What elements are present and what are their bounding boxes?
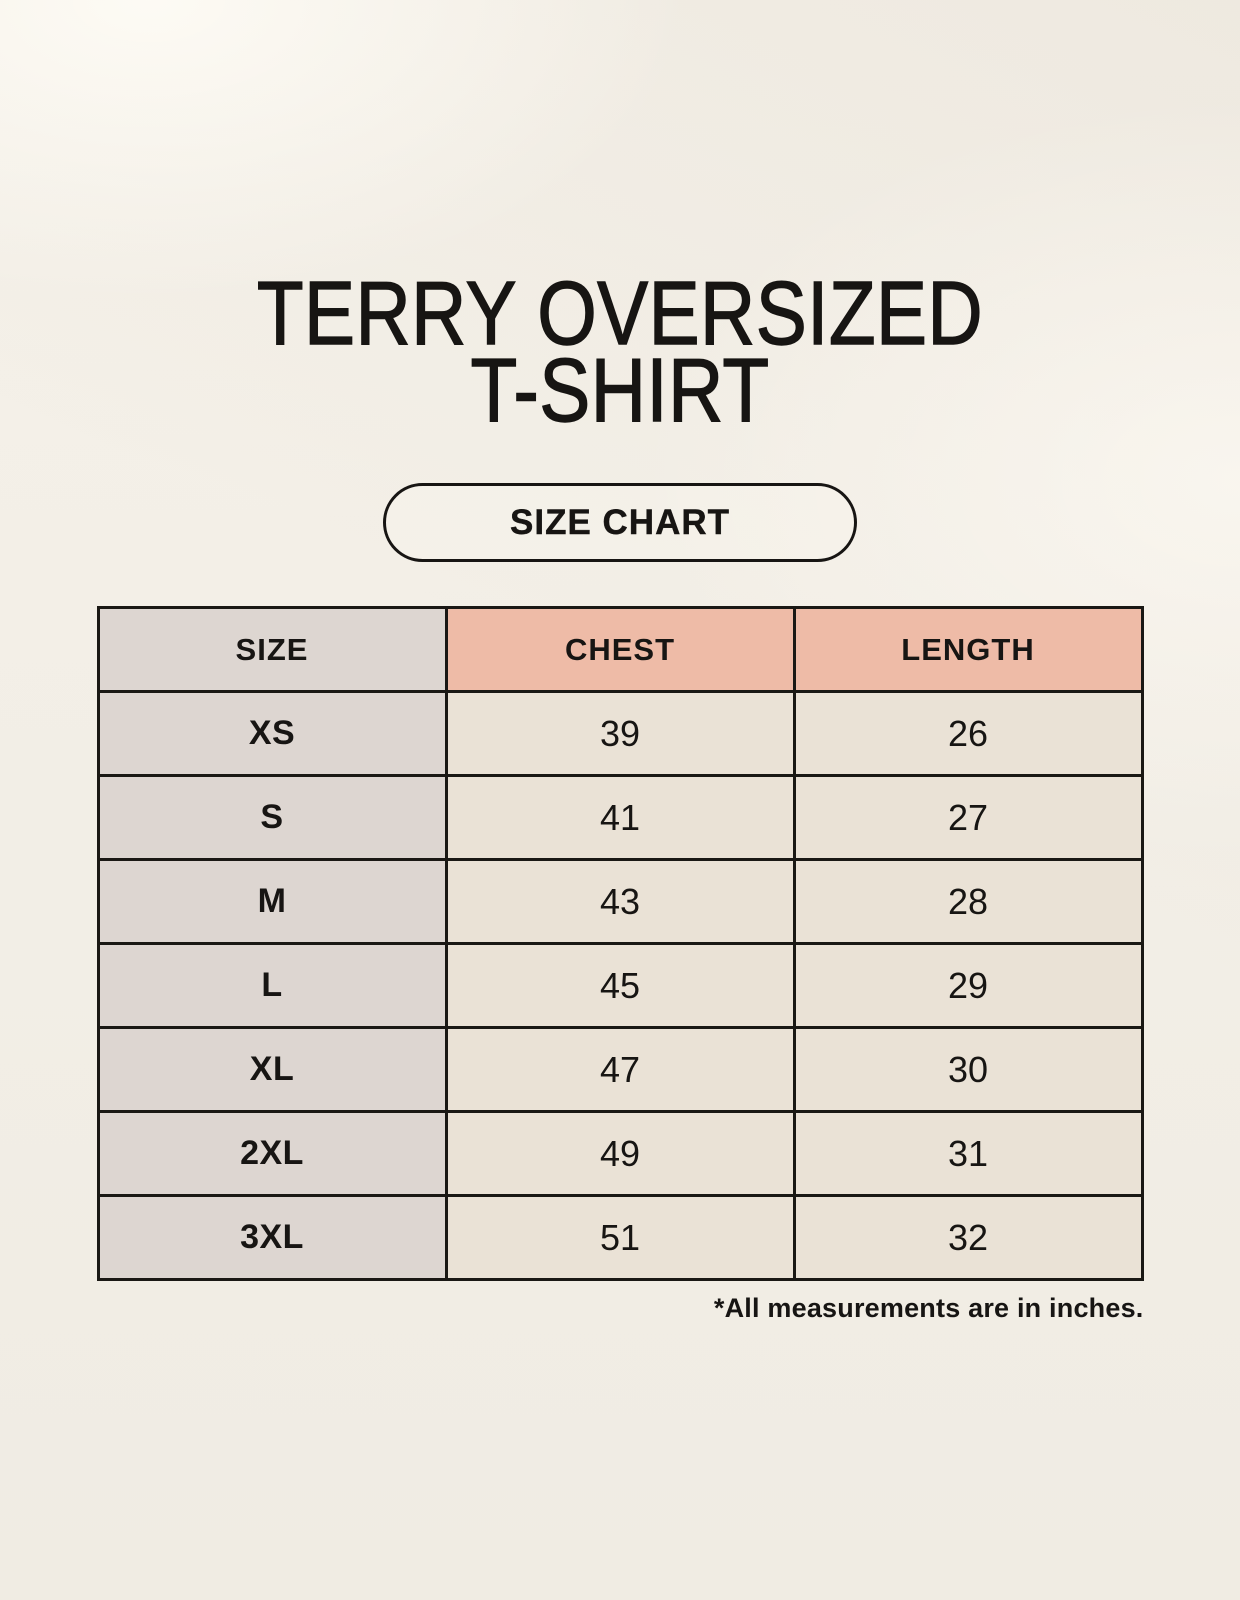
size-label-cell: M <box>96 858 448 945</box>
size-label-cell: XS <box>96 690 448 777</box>
size-label-cell: L <box>96 942 448 1029</box>
size-chart-table: SIZE CHEST LENGTH XS 39 26 S 41 27 M 43 28 L 45 29 XL 4… <box>96 606 1144 1281</box>
table-row: M 43 28 <box>96 858 1144 945</box>
length-value-cell: 28 <box>792 858 1144 945</box>
chest-value-cell: 51 <box>444 1194 796 1281</box>
page-title: TERRY OVERSIZED T-SHIRT <box>0 0 1240 441</box>
table-row: L 45 29 <box>96 942 1144 1029</box>
length-value-cell: 29 <box>792 942 1144 1029</box>
size-chart-page: TERRY OVERSIZED T-SHIRT SIZE CHART SIZE C… <box>0 0 1240 1324</box>
table-row: 2XL 49 31 <box>96 1110 1144 1197</box>
table-row: 3XL 51 32 <box>96 1194 1144 1281</box>
chest-value-cell: 47 <box>444 1026 796 1113</box>
length-value-cell: 26 <box>792 690 1144 777</box>
length-value-cell: 27 <box>792 774 1144 861</box>
table-body: XS 39 26 S 41 27 M 43 28 L 45 29 XL 47 30 2XL 49 31 3XL 51 3… <box>96 690 1144 1281</box>
column-header-size: SIZE <box>96 606 448 693</box>
chest-value-cell: 43 <box>444 858 796 945</box>
column-header-chest: CHEST <box>444 606 796 693</box>
length-value-cell: 31 <box>792 1110 1144 1197</box>
size-label-cell: 3XL <box>96 1194 448 1281</box>
chest-value-cell: 45 <box>444 942 796 1029</box>
size-chart-button[interactable]: SIZE CHART <box>383 483 857 562</box>
page-title-line-2: T-SHIRT <box>470 340 770 441</box>
table-row: S 41 27 <box>96 774 1144 861</box>
table-header: SIZE CHEST LENGTH <box>96 606 1144 693</box>
size-label-cell: S <box>96 774 448 861</box>
page-title-line-1: TERRY OVERSIZED <box>256 264 984 364</box>
size-label-cell: XL <box>96 1026 448 1113</box>
table-row: XS 39 26 <box>96 690 1144 777</box>
note-container: *All measurements are in inches. <box>97 1293 1144 1324</box>
size-label-cell: 2XL <box>96 1110 448 1197</box>
size-chart-button-label: SIZE CHART <box>510 502 730 542</box>
length-value-cell: 30 <box>792 1026 1144 1113</box>
length-value-cell: 32 <box>792 1194 1144 1281</box>
table-header-row: SIZE CHEST LENGTH <box>96 606 1144 693</box>
chest-value-cell: 49 <box>444 1110 796 1197</box>
chest-value-cell: 39 <box>444 690 796 777</box>
column-header-length: LENGTH <box>792 606 1144 693</box>
measurements-note: *All measurements are in inches. <box>713 1293 1144 1323</box>
chest-value-cell: 41 <box>444 774 796 861</box>
table-row: XL 47 30 <box>96 1026 1144 1113</box>
